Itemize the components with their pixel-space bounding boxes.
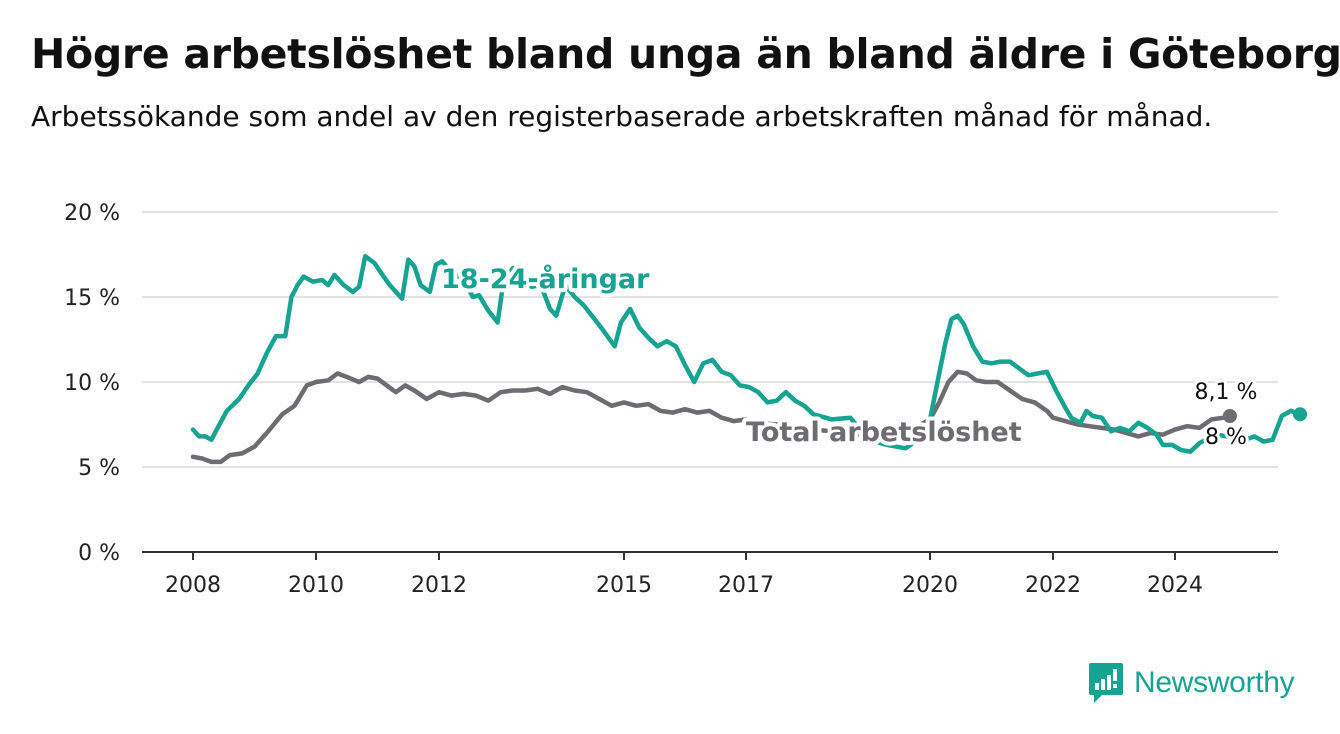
x-tick-label: 2012	[411, 573, 467, 598]
y-tick-label: 20 %	[64, 201, 120, 226]
x-tick-label: 2015	[596, 573, 652, 598]
x-axis-ticks: 2008 2010 2012 2015 2017 2020 2022 2024	[165, 552, 1203, 598]
series-label-18-24: 18-24-åringar	[441, 263, 650, 295]
series-line-18-24	[190, 253, 1303, 454]
series-labels: 18-24-åringar Total arbetslöshet 8,1 % 8 %	[437, 259, 1260, 453]
x-tick-label: 2020	[902, 573, 958, 598]
y-axis-ticks: 0 % 5 % 10 % 15 % 20 %	[64, 201, 120, 566]
brand-name: Newsworthy	[1134, 666, 1295, 699]
brand: Newsworthy	[1088, 661, 1295, 705]
end-label-18-24: 8,1 %	[1195, 380, 1258, 405]
series-end-point-18-24	[1293, 407, 1308, 422]
x-tick-label: 2017	[718, 573, 774, 598]
chart-title: Högre arbetslöshet bland unga än bland ä…	[31, 30, 1340, 78]
y-tick-label: 15 %	[64, 286, 120, 311]
x-tick-label: 2008	[165, 573, 221, 598]
chart-subtitle: Arbetssökande som andel av den registerb…	[31, 100, 1213, 133]
y-tick-label: 0 %	[78, 541, 120, 566]
x-tick-label: 2024	[1147, 573, 1203, 598]
series-line-total	[190, 369, 1233, 465]
series-lines	[190, 253, 1308, 465]
x-tick-label: 2010	[288, 573, 344, 598]
y-tick-label: 5 %	[78, 456, 120, 481]
newsworthy-logo-icon	[1089, 663, 1123, 703]
series-end-point-total	[1222, 409, 1237, 423]
y-tick-label: 10 %	[64, 371, 120, 396]
series-label-total: Total arbetslöshet	[746, 417, 1022, 448]
x-tick-label: 2022	[1025, 573, 1081, 598]
end-label-total: 8 %	[1205, 425, 1247, 450]
grid-lines	[142, 211, 1278, 553]
